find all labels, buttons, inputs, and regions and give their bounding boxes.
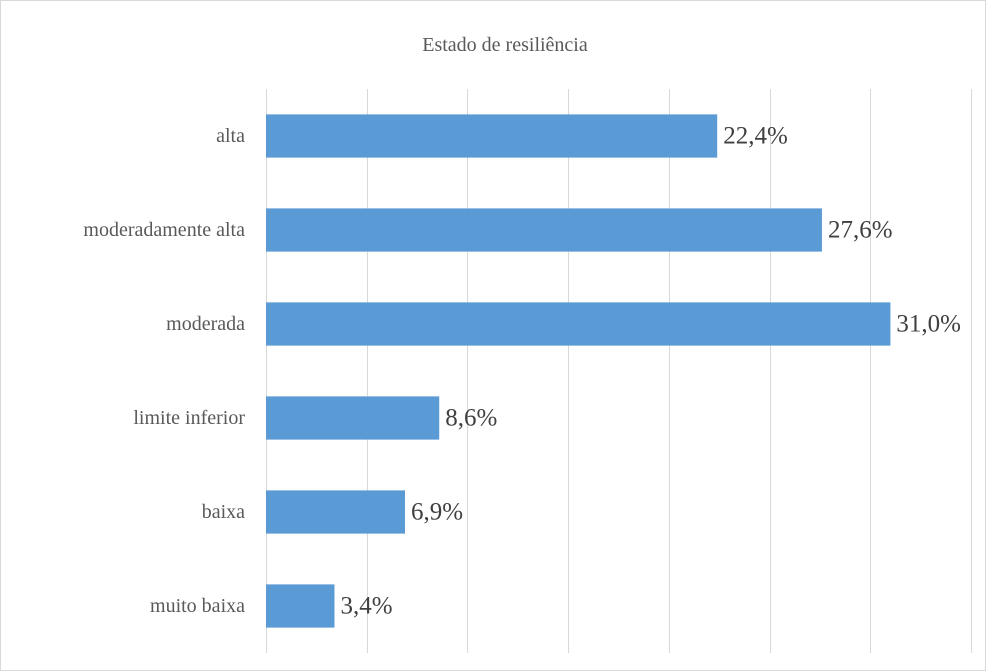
data-label: 31,0% — [896, 311, 961, 338]
category-label: alta — [216, 125, 245, 147]
data-label: 3,4% — [340, 593, 392, 620]
category-label: baixa — [202, 501, 245, 523]
bar — [266, 302, 891, 346]
data-label: 6,9% — [411, 499, 463, 526]
data-label: 27,6% — [828, 217, 893, 244]
data-labels: 22,4% 27,6% 31,0% 8,6% 6,9% 3,4% — [340, 123, 961, 620]
category-label: muito baixa — [150, 595, 245, 617]
bar — [266, 208, 822, 252]
category-label: moderada — [166, 313, 245, 335]
gridlines — [266, 89, 972, 653]
category-labels: alta moderadamente alta moderada limite inf… — [83, 125, 245, 617]
bar — [266, 490, 405, 534]
bar — [266, 114, 718, 158]
bars — [266, 114, 891, 628]
chart-title: Estado de resiliência — [422, 34, 588, 56]
data-label: 8,6% — [445, 405, 497, 432]
category-label: moderadamente alta — [83, 219, 245, 241]
bar — [266, 584, 335, 628]
bar — [266, 396, 440, 440]
data-label: 22,4% — [723, 123, 788, 150]
category-label: limite inferior — [133, 407, 245, 429]
